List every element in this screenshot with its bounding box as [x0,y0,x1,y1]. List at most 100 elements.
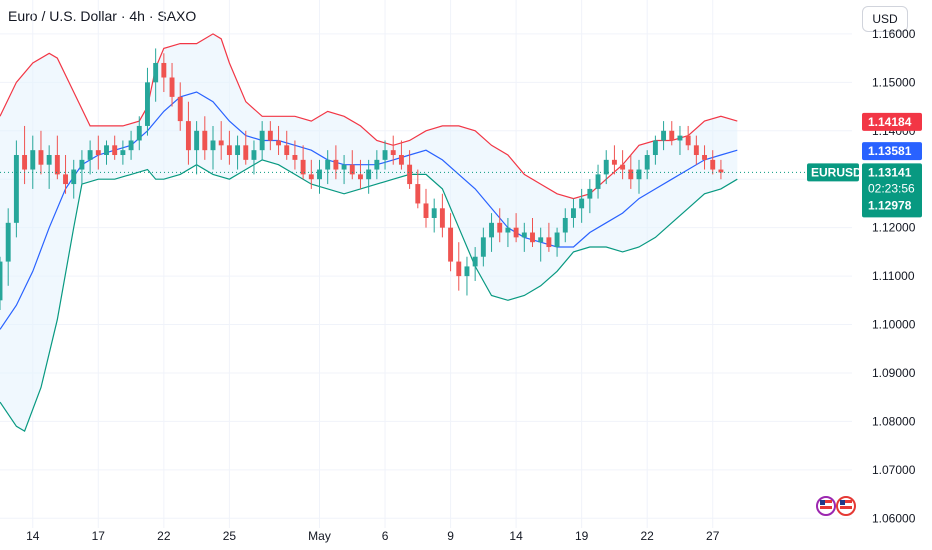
candle-body [710,159,716,170]
y-tick-label: 1.16000 [872,27,916,41]
y-tick-label: 1.06000 [872,511,916,525]
candle-body [431,208,437,218]
candle-body [308,174,314,180]
x-tick-label: 25 [223,529,237,543]
candle-body [104,145,109,156]
candle-body [587,188,593,199]
last-price-value: 1.13141 [868,165,912,179]
candle-body [226,145,232,156]
candle-body [530,232,535,243]
x-tick-label: May [308,529,331,543]
candle-body [325,159,331,170]
candle-body [349,164,355,175]
candle-body [398,155,404,165]
upper-band-tag: 1.14184 [862,112,922,131]
symbol-label: EURUSD [811,165,862,179]
candle-body [333,159,339,170]
candles [0,48,724,311]
candle-body [718,169,724,173]
candle-body [128,140,134,151]
candle-body [521,232,527,238]
candle-body [120,150,126,156]
y-tick-label: 1.12000 [872,221,916,235]
candle-body [358,174,363,180]
candle-body [693,145,699,156]
x-tick-label: 22 [157,529,171,543]
candle-body [611,159,617,165]
x-tick-label: 14 [509,529,523,543]
candle-body [22,155,28,170]
candle-body [210,140,216,151]
candle-body [702,155,707,160]
lower-band-line [0,159,738,432]
y-tick-label: 1.10000 [872,318,916,332]
candle-body [407,164,413,185]
bar-countdown: 02:23:56 [868,181,915,195]
upper-band-value: 1.14184 [868,115,912,129]
candle-body [595,174,601,189]
candle-body [87,150,93,160]
x-tick-label: 27 [706,529,720,543]
y-tick-label: 1.09000 [872,366,916,380]
candle-body [603,159,609,175]
candle-body [538,237,544,243]
y-tick-label: 1.08000 [872,414,916,428]
y-tick-label: 1.07000 [872,463,916,477]
candle-body [423,203,429,218]
candle-body [317,169,322,180]
candle-body [46,155,52,165]
time-axis[interactable]: 14 17 22 25 May 6 9 14 19 22 27 [26,529,720,543]
candle-body [677,135,683,141]
price-axis[interactable]: 1.160001.150001.140001.130001.120001.110… [872,27,916,525]
candle-body [636,169,642,180]
candle-body [505,227,511,233]
candle-body [5,222,11,262]
candle-body [579,198,585,209]
candle-body [620,164,626,170]
lower-band-value: 1.12978 [868,198,912,212]
chart-title: Euro / U.S. Dollar · 4h · SAXO [8,8,197,24]
candle-body [669,130,675,141]
candle-body [464,266,470,277]
last-price-tag: 1.13141 02:23:56 1.12978 [862,163,922,218]
candle-body [0,261,3,301]
candle-body [30,150,36,170]
candle-body [439,208,445,228]
candle-body [554,232,560,248]
candle-body [513,227,519,238]
candle-body [169,77,175,97]
bollinger-band-fill [0,33,738,432]
candle-body [497,222,503,233]
candle-body [202,130,208,151]
candle-body [546,237,552,248]
x-tick-label: 9 [447,529,454,543]
grid [0,0,852,528]
candle-body [79,159,85,170]
candle-body [136,125,142,141]
flag-icon[interactable] [816,496,856,516]
candle-body [571,208,576,218]
candle-body [374,159,380,170]
currency-button[interactable]: USD [862,6,908,32]
candle-body [259,130,265,151]
candle-body [628,169,634,180]
candle-body [562,217,568,233]
candle-body [95,150,101,156]
candle-body [415,184,421,204]
candle-body [292,155,298,160]
candle-body [153,62,159,83]
candle-body [489,222,494,238]
x-tick-label: 22 [641,529,655,543]
candle-body [661,130,667,141]
y-tick-label: 1.15000 [872,75,916,89]
candle-body [71,169,77,185]
candle-body [448,227,454,262]
candle-body [13,155,19,223]
x-tick-label: 6 [382,529,389,543]
symbol-tag: EURUSD [807,163,862,182]
x-tick-label: 19 [575,529,589,543]
candle-body [644,155,650,170]
candle-body [177,96,183,122]
candle-body [243,145,249,160]
